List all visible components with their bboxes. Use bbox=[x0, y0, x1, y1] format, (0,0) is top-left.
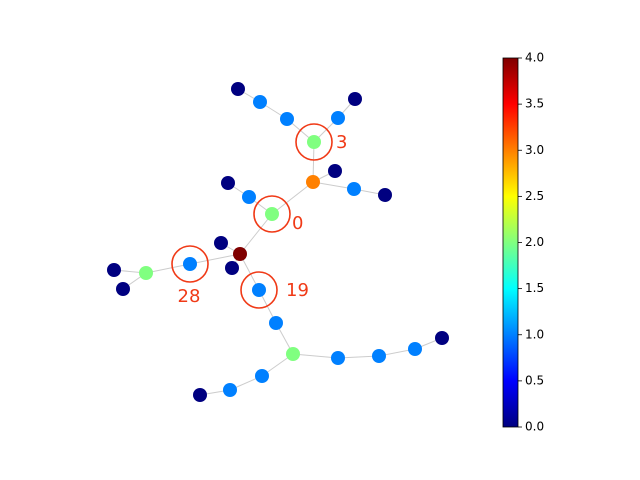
node-label: 28 bbox=[178, 286, 201, 307]
colorbar-gradient bbox=[502, 57, 519, 428]
highlight-ring bbox=[253, 195, 291, 233]
node bbox=[242, 190, 256, 204]
node bbox=[225, 261, 239, 275]
edge bbox=[292, 353, 339, 359]
node bbox=[280, 112, 294, 126]
colorbar-tick-label: 2.5 bbox=[525, 189, 544, 203]
node bbox=[348, 92, 362, 106]
highlight-ring bbox=[240, 271, 278, 309]
edges bbox=[113, 88, 443, 396]
node bbox=[372, 349, 386, 363]
node bbox=[231, 82, 245, 96]
node-label: 3 bbox=[336, 132, 347, 153]
node bbox=[253, 95, 267, 109]
node bbox=[347, 182, 361, 196]
node bbox=[252, 283, 266, 297]
highlight-ring bbox=[295, 123, 333, 161]
edge bbox=[189, 253, 241, 265]
node-label: 0 bbox=[292, 213, 303, 234]
node bbox=[307, 135, 321, 149]
node bbox=[183, 257, 197, 271]
colorbar-tick-label: 2.0 bbox=[525, 235, 544, 249]
node bbox=[265, 207, 279, 221]
colorbar: 0.0 0.5 1.0 1.5 2.0 2.5 3.0 3.5 4.0 bbox=[502, 51, 544, 434]
node bbox=[223, 383, 237, 397]
node bbox=[286, 347, 300, 361]
node bbox=[116, 282, 130, 296]
nodes: 3 0 28 19 bbox=[107, 82, 449, 402]
node bbox=[255, 369, 269, 383]
node bbox=[306, 175, 320, 189]
node bbox=[378, 188, 392, 202]
colorbar-tick-label: 0.5 bbox=[525, 373, 544, 387]
node bbox=[328, 164, 342, 178]
colorbar-tick-label: 3.0 bbox=[525, 143, 544, 157]
node bbox=[107, 263, 121, 277]
node bbox=[193, 388, 207, 402]
colorbar-tick-label: 1.0 bbox=[525, 327, 544, 341]
node bbox=[269, 316, 283, 330]
highlight-ring bbox=[171, 245, 209, 283]
edge bbox=[271, 181, 314, 215]
node-label: 19 bbox=[286, 280, 309, 301]
node bbox=[435, 331, 449, 345]
node bbox=[233, 247, 247, 261]
edge bbox=[145, 263, 191, 274]
node bbox=[408, 342, 422, 356]
node bbox=[331, 351, 345, 365]
node bbox=[214, 236, 228, 250]
node bbox=[139, 266, 153, 280]
colorbar-tick-label: 1.5 bbox=[525, 281, 544, 295]
node bbox=[331, 111, 345, 125]
node bbox=[221, 176, 235, 190]
colorbar-tick-label: 4.0 bbox=[525, 51, 544, 65]
edge bbox=[239, 213, 273, 255]
colorbar-tick-label: 0.0 bbox=[525, 420, 544, 434]
colorbar-tick-label: 3.5 bbox=[525, 97, 544, 111]
